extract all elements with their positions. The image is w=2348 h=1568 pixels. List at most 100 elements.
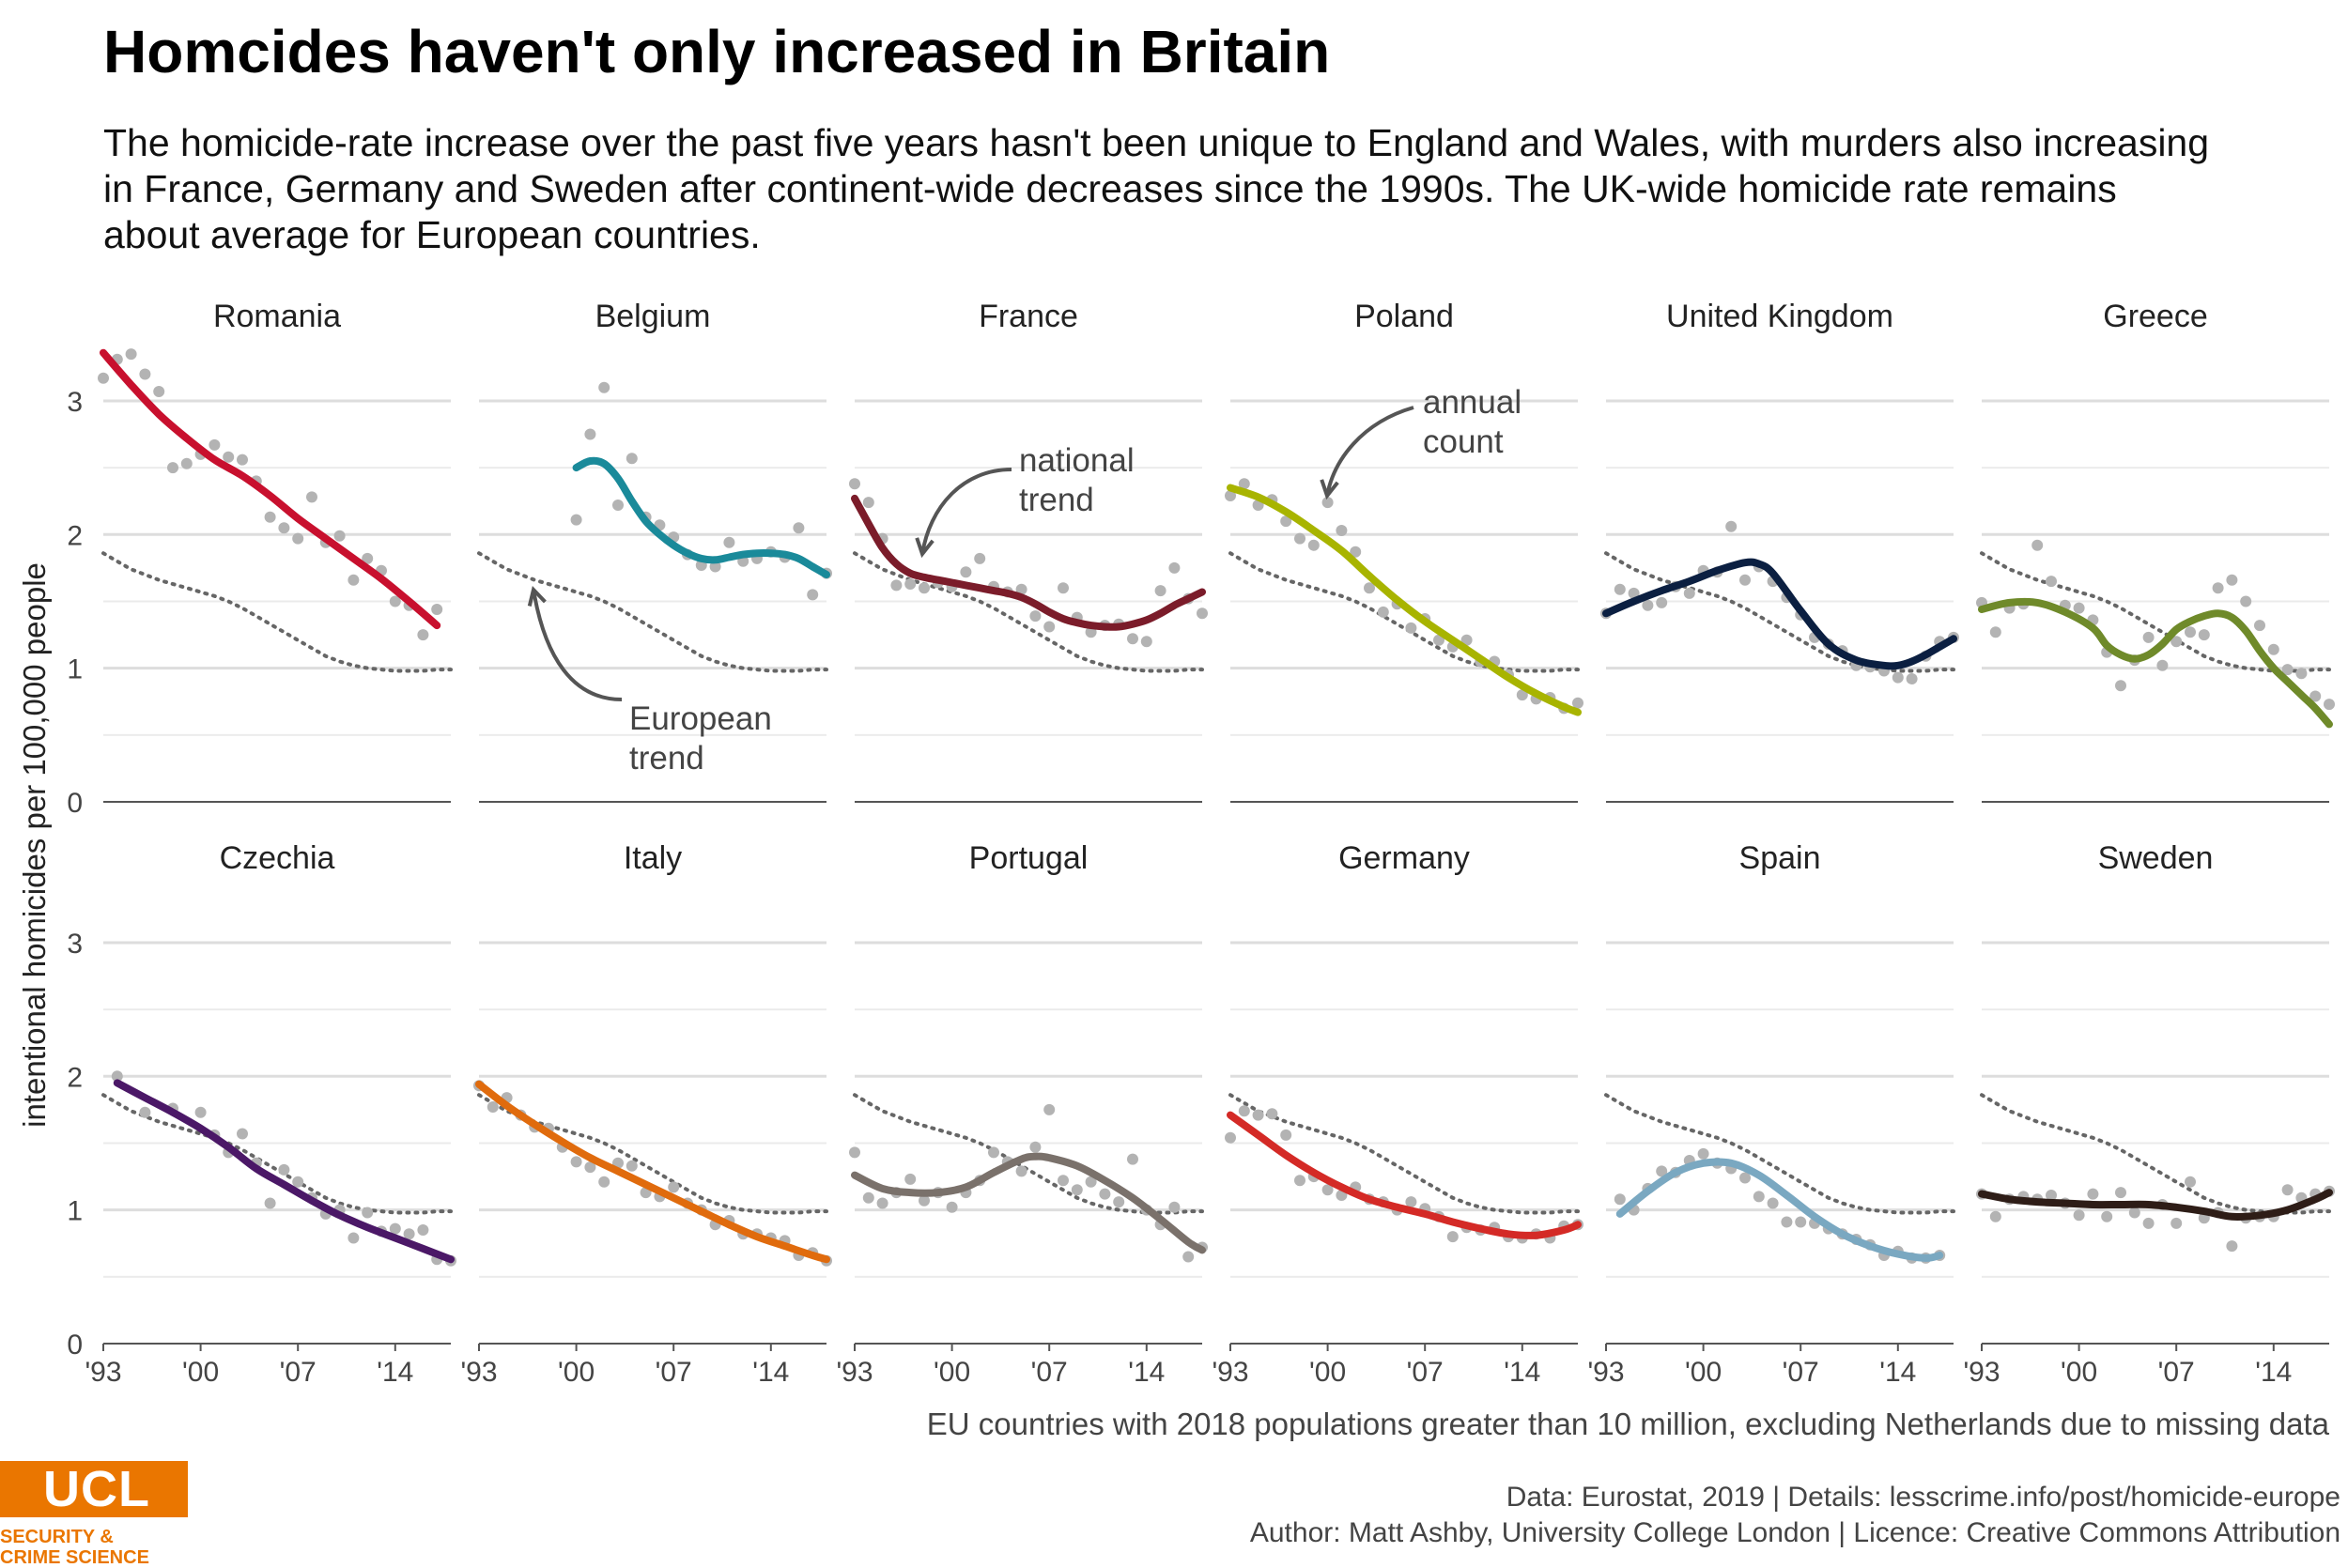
- y-tick-label: 0: [67, 1330, 83, 1360]
- annual-point: [125, 348, 137, 361]
- annual-point: [1043, 621, 1056, 633]
- annual-point: [2170, 636, 2183, 648]
- annual-point: [431, 604, 443, 615]
- annual-point: [237, 453, 248, 466]
- x-tick-label: '00: [2061, 1357, 2097, 1388]
- y-tick-label: 1: [67, 1196, 83, 1227]
- annual-point: [2142, 1217, 2155, 1229]
- annual-point: [417, 1224, 429, 1236]
- annual-point: [1280, 515, 1292, 528]
- annual-point: [849, 1146, 860, 1159]
- annual-point: [1127, 633, 1138, 645]
- x-tick-label: '14: [1504, 1357, 1540, 1388]
- annual-point: [333, 530, 346, 542]
- annual-point: [1989, 1210, 2001, 1222]
- annual-point: [139, 1106, 151, 1118]
- annual-point: [1614, 1193, 1626, 1206]
- annotation-european-trend: trend: [629, 740, 704, 776]
- national-trend-poland: [1227, 484, 1582, 716]
- annual-point: [1350, 546, 1362, 558]
- annual-point: [209, 438, 221, 451]
- annual-point: [278, 1163, 290, 1176]
- national-trend-greece: [1978, 597, 2333, 729]
- annual-point: [1029, 610, 1042, 623]
- annual-point: [1614, 583, 1626, 595]
- x-tick-label: '93: [1212, 1357, 1248, 1388]
- annual-point: [570, 514, 582, 526]
- annual-point: [2142, 631, 2155, 643]
- y-axis-label: intentional homicides per 100,000 people: [17, 562, 52, 1128]
- annotation-national-trend: national: [1019, 442, 1135, 479]
- annual-point: [1725, 520, 1738, 532]
- annual-point: [111, 1070, 123, 1083]
- arrow-national-trend-head: [915, 537, 935, 559]
- annual-point: [2073, 602, 2085, 614]
- annual-point: [988, 1146, 999, 1159]
- annual-point: [1989, 626, 2001, 638]
- annual-point: [362, 552, 374, 564]
- annual-point: [904, 578, 917, 590]
- annual-point: [1015, 583, 1027, 595]
- annual-point: [2212, 582, 2224, 594]
- annual-point: [2156, 659, 2169, 671]
- national-trend-spain: [1615, 1158, 1944, 1262]
- x-tick-label: '07: [1031, 1357, 1068, 1388]
- x-tick-label: '14: [752, 1357, 789, 1388]
- annual-point: [2226, 574, 2238, 586]
- european-trend-line: [101, 1093, 453, 1215]
- y-tick-label: 2: [67, 1062, 83, 1093]
- annual-point: [417, 629, 429, 641]
- annual-point: [584, 1161, 596, 1174]
- x-tick-label: '14: [2255, 1357, 2292, 1388]
- european-trend-line: [1228, 551, 1580, 673]
- annual-point: [626, 453, 638, 465]
- annual-point: [1280, 1129, 1292, 1141]
- annual-point: [1460, 634, 1473, 646]
- annual-point: [1892, 671, 1904, 684]
- annual-point: [1058, 1175, 1069, 1187]
- annual-point: [1043, 1103, 1056, 1115]
- annual-point: [919, 1194, 930, 1207]
- annual-point: [2198, 629, 2210, 641]
- x-tick-label: '93: [460, 1357, 497, 1388]
- annual-point: [709, 561, 721, 573]
- facet-title-spain: Spain: [1739, 840, 1821, 876]
- y-tick-label: 3: [67, 929, 83, 960]
- european-trend-line: [101, 551, 453, 673]
- annual-point: [1516, 689, 1528, 701]
- annual-point: [487, 1101, 499, 1113]
- national-trend-belgium: [572, 456, 830, 578]
- annual-point: [292, 532, 304, 545]
- annual-point: [1225, 1131, 1236, 1144]
- facet-title-portugal: Portugal: [969, 840, 1089, 876]
- national-trend-sweden: [1978, 1189, 2333, 1222]
- annual-point: [598, 381, 610, 393]
- annual-point: [223, 451, 235, 463]
- arrow-annual-count: [1325, 406, 1414, 497]
- annual-point: [570, 1156, 582, 1168]
- european-trend-line: [853, 551, 1204, 673]
- annual-point: [1225, 490, 1236, 501]
- facet-title-sweden: Sweden: [2098, 840, 2214, 876]
- annual-point: [1307, 539, 1320, 551]
- annual-point: [919, 582, 930, 594]
- x-tick-label: '00: [934, 1357, 970, 1388]
- y-tick-label: 1: [67, 654, 83, 685]
- annual-point: [1405, 1196, 1417, 1208]
- annual-point: [1364, 582, 1375, 594]
- annual-point: [264, 511, 276, 523]
- annual-point: [1252, 1109, 1264, 1121]
- annual-point: [362, 1207, 374, 1219]
- x-tick-label: '93: [836, 1357, 873, 1388]
- ucl-logo-sub-2: CRIME SCIENCE: [0, 1547, 149, 1568]
- annual-point: [389, 1222, 401, 1235]
- annual-point: [1168, 1201, 1181, 1213]
- european-trend-line: [477, 1093, 828, 1215]
- annual-point: [1336, 525, 1348, 536]
- annual-point: [139, 368, 151, 380]
- annotation-european-trend: European: [629, 700, 772, 737]
- annual-point: [862, 1191, 874, 1204]
- annual-point: [1795, 1216, 1807, 1228]
- annual-point: [2226, 1240, 2238, 1253]
